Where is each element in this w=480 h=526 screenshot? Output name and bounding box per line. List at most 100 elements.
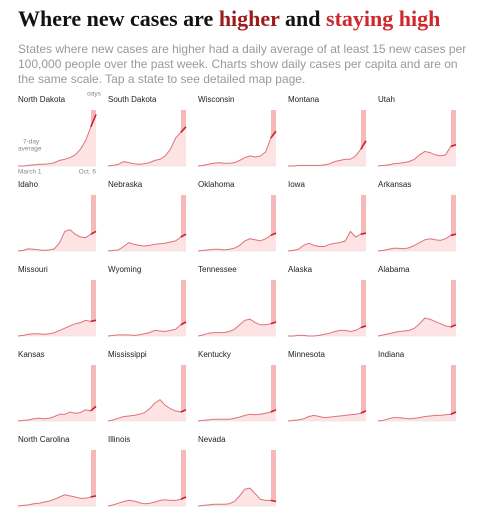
state-chart[interactable]: Wyoming xyxy=(107,265,187,337)
annotation: Oct. 6 xyxy=(79,169,97,176)
recent-line xyxy=(450,233,457,237)
average-line xyxy=(377,317,457,337)
average-line xyxy=(197,409,277,422)
annotation: days xyxy=(87,92,101,98)
state-name: Wyoming xyxy=(108,265,141,274)
state-chart[interactable]: Oklahoma xyxy=(197,180,277,252)
recent-line xyxy=(450,324,457,328)
state-chart[interactable]: Mississippi xyxy=(107,350,187,422)
average-line xyxy=(377,233,457,252)
average-line xyxy=(287,410,367,422)
area xyxy=(18,320,96,336)
state-name: Illinois xyxy=(108,435,130,444)
last-14-days xyxy=(91,365,96,421)
state-name: Missouri xyxy=(18,265,48,274)
area xyxy=(378,144,456,166)
recent-line xyxy=(360,140,367,150)
state-name: Iowa xyxy=(288,180,305,189)
state-name: Kansas xyxy=(18,350,45,359)
state-name: Nevada xyxy=(198,435,226,444)
state-name: Wisconsin xyxy=(198,95,234,104)
last-14-days xyxy=(361,195,366,251)
state-name: Nebraska xyxy=(108,180,143,189)
state-chart[interactable]: North Dakota xyxy=(18,95,97,167)
last-14-days xyxy=(271,450,276,506)
state-chart[interactable]: Idaho xyxy=(17,180,97,252)
last-14-days xyxy=(451,280,456,336)
average-line xyxy=(197,232,277,252)
last-14-days xyxy=(361,365,366,421)
annotation: March 1 xyxy=(18,169,42,176)
recent-line xyxy=(270,499,277,503)
area xyxy=(198,131,276,166)
state-chart[interactable]: Kentucky xyxy=(197,350,277,422)
state-name: South Dakota xyxy=(108,95,157,104)
area xyxy=(378,234,456,251)
last-14-days xyxy=(181,195,186,251)
state-chart[interactable]: Alaska xyxy=(288,265,367,337)
average-line xyxy=(107,321,187,337)
recent-line xyxy=(180,233,187,238)
state-chart[interactable]: Indiana xyxy=(377,350,457,422)
recent-line xyxy=(90,114,97,128)
state-chart[interactable]: Alabama xyxy=(377,265,457,337)
state-name: Indiana xyxy=(378,350,405,359)
last-14-days xyxy=(181,450,186,506)
average-line xyxy=(17,319,97,337)
state-name: Oklahoma xyxy=(198,180,235,189)
state-name: Mississippi xyxy=(108,350,147,359)
recent-line xyxy=(270,321,277,325)
last-14-days xyxy=(451,365,456,421)
state-chart[interactable]: Nevada xyxy=(197,435,277,507)
state-chart[interactable]: Illinois xyxy=(107,435,187,507)
last-14-days xyxy=(451,195,456,251)
last-14-days xyxy=(91,195,96,251)
area xyxy=(198,409,276,421)
title-part: higher xyxy=(218,6,280,31)
recent-line xyxy=(90,495,97,498)
area xyxy=(18,229,96,251)
state-name: Minnesota xyxy=(288,350,325,359)
last-14-days xyxy=(271,195,276,251)
average-line xyxy=(288,140,367,167)
state-name: Arkansas xyxy=(378,180,411,189)
state-chart[interactable]: Kansas xyxy=(17,350,97,422)
state-chart[interactable]: Iowa xyxy=(287,180,367,252)
last-14-days xyxy=(91,280,96,336)
average-line xyxy=(197,130,277,167)
last-14-days xyxy=(451,110,456,166)
average-line xyxy=(377,411,457,422)
annotation: average xyxy=(18,146,42,153)
area xyxy=(108,322,186,336)
state-chart[interactable]: Tennessee xyxy=(197,265,277,337)
state-chart[interactable]: Montana xyxy=(288,95,367,167)
state-name: North Carolina xyxy=(18,435,70,444)
last-14-days xyxy=(271,280,276,336)
last-14-days xyxy=(361,110,366,166)
state-name: Tennessee xyxy=(198,265,237,274)
recent-line xyxy=(270,232,277,237)
recent-line xyxy=(90,319,97,323)
state-chart[interactable]: Minnesota xyxy=(287,350,367,422)
area xyxy=(378,412,456,421)
recent-line xyxy=(450,143,457,148)
state-chart[interactable]: Arkansas xyxy=(377,180,457,252)
average-line xyxy=(107,496,187,507)
state-chart[interactable]: North Carolina xyxy=(17,435,97,507)
recent-line xyxy=(180,409,187,413)
average-line xyxy=(107,126,187,167)
state-chart[interactable]: Wisconsin xyxy=(197,95,277,167)
state-chart[interactable]: Nebraska xyxy=(107,180,187,252)
state-name: North Dakota xyxy=(18,95,66,104)
recent-line xyxy=(180,126,187,133)
title-part: and xyxy=(279,6,327,31)
last-14-days xyxy=(361,280,366,336)
title-part: staying high xyxy=(326,6,441,31)
area xyxy=(288,410,366,421)
state-chart[interactable]: South Dakota xyxy=(107,95,187,167)
state-chart[interactable]: Utah xyxy=(377,95,457,167)
state-chart[interactable]: Missouri xyxy=(17,265,97,337)
average-line xyxy=(17,406,97,422)
area xyxy=(108,399,186,421)
title-part: Where new cases are xyxy=(18,6,219,31)
